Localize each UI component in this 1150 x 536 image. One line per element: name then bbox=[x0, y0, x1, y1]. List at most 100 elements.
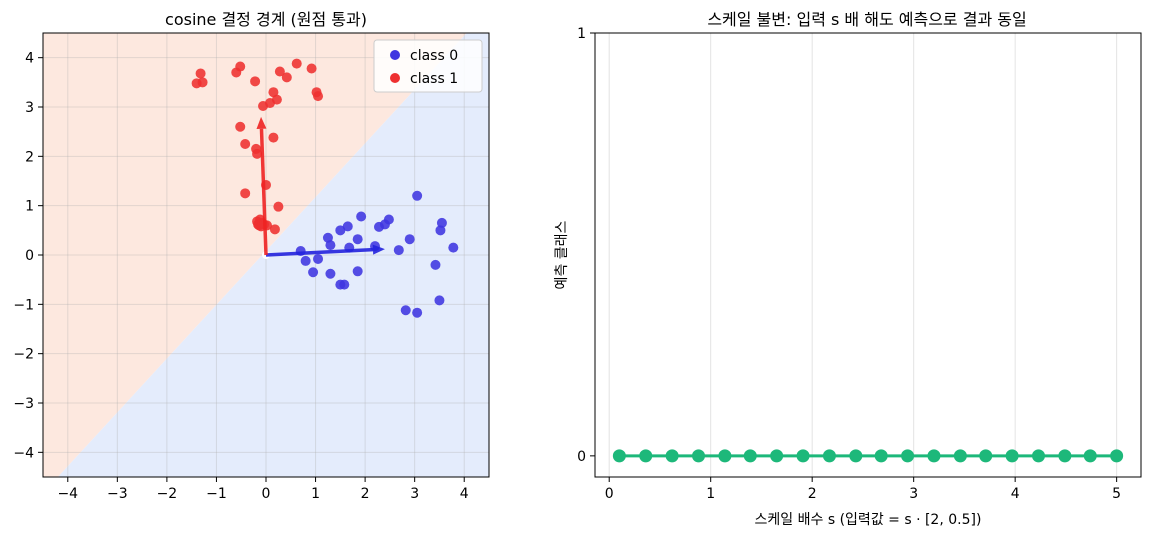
scatter-point-class-0 bbox=[352, 234, 363, 245]
prediction-point bbox=[849, 449, 863, 463]
prediction-point bbox=[1058, 449, 1072, 463]
scatter-point-class-0 bbox=[335, 225, 346, 236]
scatter-point-class-1 bbox=[273, 201, 284, 212]
vector-shaft-0 bbox=[265, 247, 374, 257]
scatter-point-class-1 bbox=[268, 132, 279, 143]
x-tick-label: 2 bbox=[361, 486, 370, 502]
scatter-point-class-0 bbox=[339, 279, 350, 290]
y-tick-label: 2 bbox=[25, 149, 34, 165]
x-tick-label: 3 bbox=[410, 486, 419, 502]
prediction-point bbox=[979, 449, 993, 463]
x-tick-label: 0 bbox=[262, 486, 271, 502]
scatter-point-class-1 bbox=[195, 68, 206, 79]
prediction-point bbox=[874, 449, 888, 463]
scatter-point-class-0 bbox=[412, 190, 423, 201]
y-tick-label: 0 bbox=[577, 449, 586, 465]
scatter-point-class-1 bbox=[252, 148, 263, 159]
scatter-point-class-0 bbox=[325, 268, 336, 279]
right-line-series bbox=[612, 449, 1124, 463]
x-tick-label: 1 bbox=[706, 486, 715, 502]
scatter-point-class-0 bbox=[300, 255, 311, 266]
y-tick-label: −3 bbox=[13, 396, 34, 412]
right-chart-title: 스케일 불변: 입력 s 배 해도 예측으로 결과 동일 bbox=[707, 10, 1026, 29]
prediction-point bbox=[1005, 449, 1019, 463]
scatter-point-class-0 bbox=[352, 266, 363, 277]
prediction-point bbox=[822, 449, 836, 463]
scatter-point-class-0 bbox=[383, 214, 394, 225]
prediction-point bbox=[718, 449, 732, 463]
scatter-point-class-1 bbox=[197, 77, 208, 88]
left-class-vectors bbox=[256, 116, 385, 257]
scatter-point-class-1 bbox=[271, 94, 282, 105]
prediction-point bbox=[665, 449, 679, 463]
y-tick-label: −2 bbox=[13, 347, 34, 363]
prediction-point bbox=[692, 449, 706, 463]
x-tick-label: −3 bbox=[107, 486, 128, 502]
prediction-point bbox=[770, 449, 784, 463]
scatter-point-class-0 bbox=[393, 245, 404, 256]
legend-marker-class-1 bbox=[390, 73, 400, 83]
scatter-point-class-1 bbox=[235, 121, 246, 132]
scatter-point-class-1 bbox=[269, 224, 280, 235]
vector-shaft-1 bbox=[259, 128, 268, 256]
scatter-point-class-0 bbox=[342, 221, 353, 232]
right-x-axis: 0 1 2 3 4 5 bbox=[605, 477, 1121, 502]
left-panel: cosine 결정 경계 (원점 통과) −4 −3 −2 −1 0 1 2 3 4 −4−3−… bbox=[13, 10, 490, 502]
legend-marker-class-0 bbox=[390, 50, 400, 60]
x-tick-label: 3 bbox=[909, 486, 918, 502]
prediction-point bbox=[953, 449, 967, 463]
x-tick-label: −4 bbox=[57, 486, 78, 502]
right-grid bbox=[608, 33, 1118, 477]
region-class-1 bbox=[43, 33, 467, 477]
scatter-point-class-0 bbox=[313, 253, 324, 264]
prediction-point bbox=[743, 449, 757, 463]
prediction-point bbox=[927, 449, 941, 463]
scatter-point-class-0 bbox=[412, 307, 423, 318]
x-tick-label: 5 bbox=[1112, 486, 1121, 502]
y-tick-label: −4 bbox=[13, 445, 34, 461]
y-tick-label: 1 bbox=[25, 199, 34, 215]
left-grid bbox=[43, 33, 489, 477]
left-x-axis: −4 −3 −2 −1 0 1 2 3 4 bbox=[57, 477, 469, 502]
scatter-point-class-0 bbox=[404, 234, 415, 245]
prediction-point bbox=[1110, 449, 1124, 463]
right-y-axis: 01 bbox=[577, 26, 595, 465]
scatter-point-class-0 bbox=[448, 242, 459, 253]
legend: class 0 class 1 bbox=[373, 39, 483, 93]
legend-label-class-0: class 0 bbox=[410, 48, 458, 64]
scatter-point-class-1 bbox=[281, 72, 292, 83]
y-tick-label: −1 bbox=[13, 297, 34, 313]
scatter-point-class-1 bbox=[274, 66, 285, 77]
scatter-point-class-0 bbox=[430, 259, 441, 270]
scatter-point-class-0 bbox=[436, 217, 447, 228]
right-plot-frame bbox=[594, 32, 1142, 478]
y-tick-label: 4 bbox=[25, 51, 34, 67]
left-chart-title: cosine 결정 경계 (원점 통과) bbox=[165, 10, 367, 29]
vector-head-1 bbox=[256, 116, 267, 130]
right-x-axis-label: 스케일 배수 s (입력값 = s · [2, 0.5]) bbox=[755, 512, 982, 528]
prediction-point bbox=[639, 449, 653, 463]
scatter-point-class-0 bbox=[325, 240, 336, 251]
scatter-point-class-1 bbox=[240, 139, 251, 149]
left-y-axis: −4 −3 −2 −1 0 1 2 3 4 bbox=[13, 51, 43, 461]
x-tick-label: 4 bbox=[460, 486, 469, 502]
x-tick-label: 4 bbox=[1011, 486, 1020, 502]
y-tick-label: 1 bbox=[577, 26, 586, 42]
scatter-point-class-0 bbox=[308, 267, 319, 278]
prediction-point bbox=[901, 449, 915, 463]
prediction-point bbox=[796, 449, 810, 463]
scatter-point-class-1 bbox=[240, 188, 251, 199]
x-tick-label: −2 bbox=[157, 486, 178, 502]
scatter-point-class-1 bbox=[235, 61, 246, 72]
x-tick-label: 0 bbox=[605, 486, 614, 502]
legend-label-class-1: class 1 bbox=[410, 71, 458, 87]
scatter-point-class-1 bbox=[291, 58, 302, 69]
x-tick-label: 1 bbox=[311, 486, 320, 502]
scatter-point-class-0 bbox=[356, 211, 367, 222]
scatter-point-class-1 bbox=[250, 76, 261, 87]
y-tick-label: 3 bbox=[25, 100, 34, 116]
x-tick-label: −1 bbox=[206, 486, 227, 502]
scatter-point-class-0 bbox=[435, 225, 446, 236]
